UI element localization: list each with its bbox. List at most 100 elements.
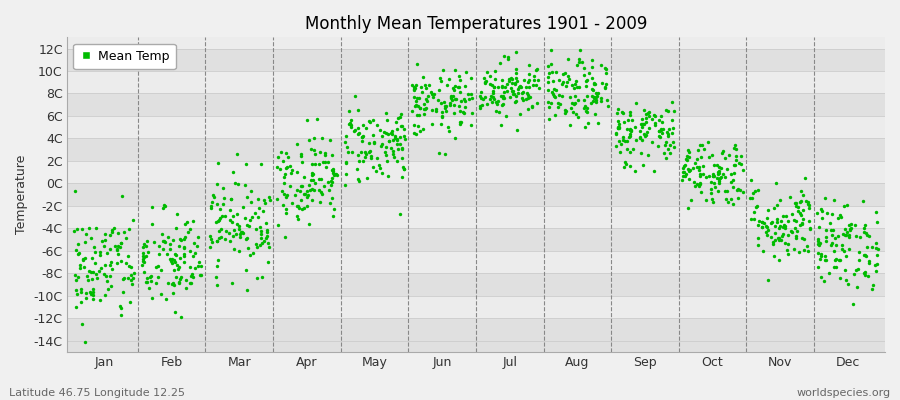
- Point: [297, 205, 311, 211]
- Point: [436, 66, 450, 73]
- Point: [177, 221, 192, 227]
- Point: [687, 179, 701, 185]
- Point: [277, 174, 292, 180]
- Point: [580, 109, 594, 116]
- Point: [504, 74, 518, 81]
- Bar: [67, 296, 885, 318]
- Point: [204, 205, 219, 211]
- Point: [716, 148, 730, 154]
- Point: [788, 225, 802, 231]
- Point: [647, 112, 662, 119]
- Point: [666, 139, 680, 145]
- Point: [96, 243, 111, 249]
- Point: [261, 240, 275, 246]
- Point: [720, 166, 734, 172]
- Point: [837, 266, 851, 273]
- Point: [680, 166, 695, 173]
- Point: [652, 132, 666, 139]
- Point: [104, 258, 118, 265]
- Point: [825, 240, 840, 246]
- Point: [278, 150, 293, 156]
- Point: [812, 242, 826, 248]
- Point: [255, 240, 269, 246]
- Point: [704, 186, 718, 192]
- Point: [240, 234, 255, 241]
- Point: [755, 224, 770, 230]
- Point: [278, 170, 293, 177]
- Point: [210, 263, 224, 270]
- Point: [320, 179, 335, 185]
- Point: [86, 296, 101, 302]
- Point: [677, 169, 691, 175]
- Point: [770, 219, 784, 225]
- Point: [168, 252, 183, 258]
- Point: [233, 228, 248, 235]
- Point: [411, 112, 426, 118]
- Point: [544, 89, 559, 95]
- Point: [642, 124, 656, 131]
- Point: [230, 151, 244, 157]
- Point: [418, 105, 433, 112]
- Point: [472, 92, 487, 99]
- Point: [486, 94, 500, 100]
- Point: [245, 214, 259, 220]
- Point: [72, 264, 86, 271]
- Point: [383, 130, 398, 136]
- Point: [461, 90, 475, 97]
- Point: [419, 98, 434, 104]
- Point: [431, 97, 446, 104]
- Point: [304, 172, 319, 178]
- Point: [456, 109, 471, 116]
- Point: [305, 170, 320, 176]
- Point: [594, 98, 608, 104]
- Point: [280, 154, 294, 160]
- Point: [302, 221, 316, 228]
- Point: [324, 182, 338, 189]
- Point: [391, 114, 405, 121]
- Point: [210, 237, 224, 244]
- Point: [491, 84, 506, 90]
- Point: [75, 321, 89, 328]
- Point: [770, 216, 784, 222]
- Point: [484, 92, 499, 99]
- Point: [541, 87, 555, 94]
- Point: [422, 82, 436, 88]
- Point: [611, 125, 625, 132]
- Point: [151, 250, 166, 257]
- Point: [407, 87, 421, 93]
- Point: [270, 196, 284, 202]
- Point: [751, 242, 765, 248]
- Point: [619, 146, 634, 152]
- Point: [250, 274, 265, 281]
- Point: [166, 290, 180, 296]
- Point: [761, 207, 776, 214]
- Point: [140, 275, 154, 281]
- Point: [680, 205, 695, 212]
- Point: [714, 174, 728, 180]
- Point: [342, 121, 356, 127]
- Point: [568, 92, 582, 99]
- Point: [103, 273, 117, 280]
- Point: [480, 68, 494, 75]
- Point: [108, 243, 122, 249]
- Point: [418, 82, 432, 88]
- Point: [743, 215, 758, 222]
- Point: [509, 74, 524, 81]
- Point: [70, 226, 85, 232]
- Point: [293, 183, 308, 189]
- Point: [163, 246, 177, 252]
- Point: [811, 250, 825, 256]
- Point: [610, 125, 625, 132]
- Point: [594, 62, 608, 68]
- Point: [611, 124, 625, 131]
- Point: [417, 101, 431, 107]
- Point: [841, 281, 855, 287]
- Point: [156, 205, 170, 211]
- Point: [661, 146, 675, 152]
- Point: [452, 73, 466, 80]
- Point: [839, 277, 853, 284]
- Point: [444, 94, 458, 100]
- Point: [123, 264, 138, 270]
- Point: [140, 238, 154, 244]
- Point: [158, 239, 172, 245]
